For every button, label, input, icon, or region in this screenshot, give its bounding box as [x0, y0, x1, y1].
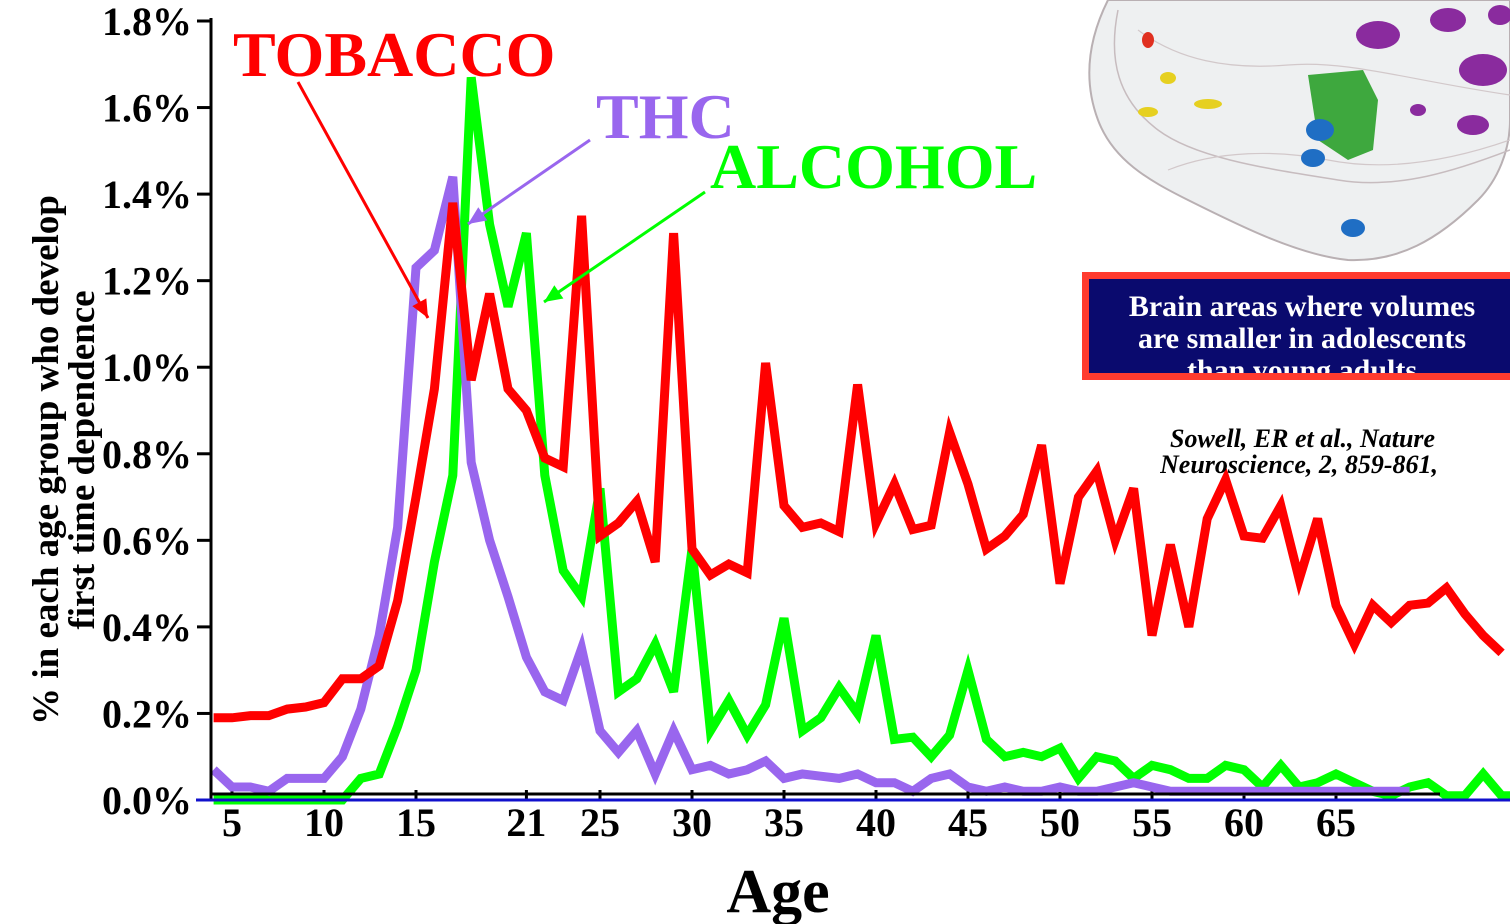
label-arrowhead-alcohol: [544, 285, 564, 302]
series-label-thc: THC: [596, 81, 735, 152]
y-tick-label: 0.0%: [102, 778, 192, 823]
x-ticks: 5 10 15 21 25 30 35 40 45 50 55 60 65: [222, 790, 1356, 845]
label-leader-thc: [467, 138, 591, 226]
brain-volume-callout: Brain areas where volumes are smaller in…: [1082, 272, 1510, 380]
citation: Sowell, ER et al., Nature Neuroscience, …: [1160, 426, 1510, 478]
y-ticks: 0.0% 0.2% 0.4% 0.6% 0.8% 1.0% 1.2% 1.4% 1.6% 1.8%: [102, 0, 211, 823]
x-tick-label: 25: [580, 800, 620, 845]
brain-scan-illustration-icon: [1088, 0, 1510, 262]
x-axis-title: Age: [726, 858, 829, 924]
brain-fold-line: [1167, 139, 1510, 171]
x-tick-label: 10: [304, 800, 344, 845]
brain-outline: [1088, 0, 1510, 262]
brain-region-blue: [1341, 219, 1365, 237]
x-tick-label: 21: [506, 800, 546, 845]
y-tick-label: 1.2%: [102, 259, 192, 304]
label-leader-alcohol: [543, 190, 706, 304]
brain-region-purple: [1410, 104, 1426, 116]
y-axis-title: % in each age group who develop first ti…: [26, 195, 103, 725]
x-tick-label: 5: [222, 800, 242, 845]
x-tick-label: 40: [856, 800, 896, 845]
series-line-thc: [210, 175, 1410, 797]
brain-region-blue: [1301, 149, 1325, 167]
series-label-tobacco: TOBACCO: [233, 19, 555, 90]
brain-region-purple: [1488, 5, 1510, 25]
citation-line: Neuroscience, 2, 859-861,: [1160, 450, 1439, 478]
y-tick-label: 1.0%: [102, 345, 192, 390]
label-arrowhead-thc: [468, 207, 488, 224]
brain-region-red: [1142, 32, 1154, 48]
y-axis-title-line-1: % in each age group who develop: [26, 195, 67, 725]
y-tick-label: 0.2%: [102, 691, 192, 736]
series-label-alcohol: ALCOHOL: [710, 131, 1037, 202]
brain-region-purple: [1457, 115, 1489, 135]
y-tick-label: 0.8%: [102, 432, 192, 477]
series-lines: [210, 76, 1510, 805]
y-tick-label: 0.6%: [102, 518, 192, 563]
citation-line: Sowell, ER et al., Nature: [1170, 426, 1436, 453]
brain-region-yellow: [1160, 72, 1176, 84]
brain-region-yellow: [1138, 107, 1158, 117]
callout-line: are smaller in adolescents: [1137, 322, 1467, 355]
label-leader-tobacco: [296, 81, 430, 319]
brain-region-purple: [1356, 21, 1400, 49]
brain-region-yellow: [1194, 99, 1222, 109]
y-axis-title-line-2: first time dependence: [62, 290, 103, 629]
x-tick-label: 45: [948, 800, 988, 845]
brain-fold-line: [1137, 29, 1510, 96]
x-tick-label: 50: [1040, 800, 1080, 845]
callout-line: than young adults: [1186, 354, 1418, 380]
brain-inner-line: [1113, 9, 1510, 184]
brain-region-blue: [1306, 119, 1334, 141]
y-tick-label: 1.8%: [102, 0, 192, 44]
y-tick-label: 1.6%: [102, 86, 192, 131]
y-tick-label: 1.4%: [102, 172, 192, 217]
label-arrowhead-tobacco: [412, 298, 428, 318]
callout-line: Brain areas where volumes: [1128, 290, 1476, 323]
brain-region-purple: [1459, 54, 1507, 86]
x-tick-label: 35: [764, 800, 804, 845]
series-line-alcohol: [213, 76, 1510, 805]
x-tick-label: 65: [1316, 800, 1356, 845]
x-tick-label: 60: [1224, 800, 1264, 845]
x-tick-label: 30: [672, 800, 712, 845]
brain-region-purple: [1430, 8, 1466, 32]
y-tick-label: 0.4%: [102, 605, 192, 650]
x-tick-label: 55: [1132, 800, 1172, 845]
series-line-tobacco: [213, 202, 1505, 723]
x-tick-label: 15: [396, 800, 436, 845]
